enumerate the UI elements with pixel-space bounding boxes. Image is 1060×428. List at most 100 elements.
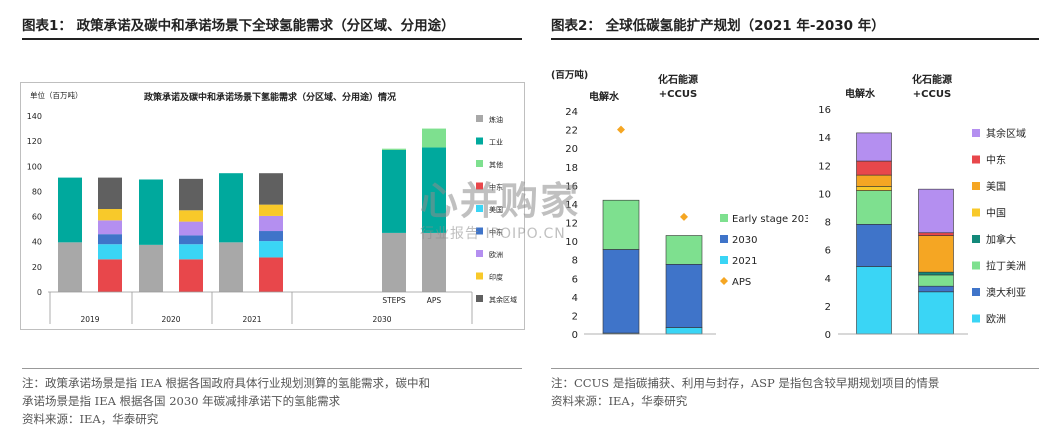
bar-segment	[219, 173, 243, 243]
bar-segment	[918, 232, 954, 236]
y-tick-label: 24	[565, 107, 578, 118]
y-axis-unit: (百万吨)	[551, 69, 588, 81]
bar-segment	[665, 235, 703, 265]
bar-segment	[139, 244, 163, 292]
bar-segment	[918, 291, 954, 335]
legend-swatch	[972, 182, 980, 190]
category-label: +CCUS	[659, 89, 697, 100]
legend-swatch	[720, 214, 728, 222]
legend-label: 工业	[489, 138, 503, 147]
capacity-by-region-chart: 0 2 4 6 8 10 12 14 16 电解水 化石能源 +CCUS 其余区域中东美国中国加拿大拉丁…	[818, 73, 1026, 341]
bar-segment	[665, 264, 703, 328]
legend-swatch	[972, 208, 980, 217]
bar-segment	[422, 232, 446, 292]
bar-segment	[918, 285, 954, 293]
legend-swatch	[476, 227, 483, 235]
y-tick-label: 10	[565, 237, 578, 248]
y-tick-label: 8	[825, 218, 831, 229]
bar-segment	[179, 259, 203, 292]
figure1-notes: 注：政策承诺场景是指 IEA 根据各国政府具体行业规划测算的氢能需求，碳中和 承…	[22, 374, 430, 428]
bar-segment	[259, 231, 283, 242]
y-tick-label: 0	[572, 330, 578, 341]
bar-segment	[918, 271, 954, 276]
bar-segment	[98, 259, 122, 292]
figure2-note-rule	[551, 368, 1039, 369]
bar-segment	[422, 128, 446, 148]
legend-label: APS	[732, 277, 751, 288]
x-group-label: 2030	[372, 315, 391, 324]
legend-swatch	[720, 235, 728, 243]
legend-swatch	[476, 205, 483, 212]
bar-segment	[602, 199, 640, 250]
x-group-label: 2020	[161, 315, 180, 324]
x-sub-label: APS	[427, 296, 442, 305]
y-tick-label: 4	[572, 293, 578, 304]
figure2-header-rule	[551, 38, 1039, 40]
bar-segment	[58, 242, 82, 292]
x-group-label: 2019	[80, 315, 99, 324]
y-tick-label: 14	[818, 133, 831, 144]
figure1-header-rule	[22, 38, 522, 40]
legend-label: 美国	[489, 205, 503, 214]
y-tick-label: 40	[32, 238, 42, 247]
bar-segment	[602, 249, 640, 334]
bar-segment	[918, 274, 954, 287]
bar-segment	[259, 173, 283, 205]
legend-label: 中东	[489, 228, 503, 237]
bar-segment	[98, 209, 122, 221]
legend-swatch	[972, 235, 980, 243]
y-tick-label: 120	[27, 137, 42, 146]
bar-segment	[856, 174, 892, 187]
y-tick-label: 8	[572, 256, 578, 267]
y-tick-label: 80	[32, 187, 42, 196]
figure2-source: 资料来源：IEA，华泰研究	[551, 394, 688, 408]
legend-label: 2030	[732, 235, 757, 246]
legend-label: 美国	[986, 180, 1006, 193]
y-tick-label: 14	[565, 200, 578, 211]
bar-segment	[382, 148, 406, 150]
y-tick-label: 0	[825, 330, 831, 341]
bar-segment	[139, 179, 163, 245]
legend-label: 中东	[986, 154, 1006, 167]
x-group-label: 2021	[242, 315, 261, 324]
legend-swatch	[476, 137, 483, 145]
category-label: 化石能源	[912, 73, 952, 86]
legend-swatch	[720, 277, 728, 285]
legend-label: 印度	[489, 273, 503, 282]
y-tick-label: 140	[27, 112, 42, 121]
bar-segment	[98, 244, 122, 260]
legend-label: 其余区域	[986, 127, 1026, 140]
legend-label: 炼油	[489, 115, 503, 124]
figure2-notes: 注：CCUS 是指碳捕获、利用与封存，ASP 是指包含较早期规划项目的情景 资料…	[551, 374, 939, 410]
legend-swatch	[972, 314, 980, 323]
legend-swatch	[476, 250, 483, 257]
bar-segment	[179, 178, 203, 211]
figure2-note-line-1: 注：CCUS 是指碳捕获、利用与封存，ASP 是指包含较早期规划项目的情景	[551, 376, 940, 390]
figure1-header: 图表1： 政策承诺及碳中和承诺场景下全球氢能需求（分区域、分用途）	[22, 18, 455, 34]
bar-segment	[259, 241, 283, 258]
y-tick-label: 20	[32, 263, 42, 272]
y-tick-label: 0	[37, 288, 42, 297]
category-label: +CCUS	[913, 89, 951, 100]
bar-segment	[259, 215, 283, 232]
x-sub-label: STEPS	[382, 296, 406, 305]
chart-title: 政策承诺及碳中和承诺场景下氢能需求（分区域、分用途）情况	[144, 91, 396, 103]
bar-segment	[856, 186, 892, 191]
figure1-note-line-1: 注：政策承诺场景是指 IEA 根据各国政府具体行业规划测算的氢能需求，碳中和	[22, 376, 431, 390]
y-axis-unit: 单位（百万吨）	[30, 90, 83, 100]
figure1-note-rule	[22, 368, 522, 369]
bar-segment	[259, 257, 283, 292]
bar-segment	[179, 235, 203, 245]
bar-segment	[179, 221, 203, 236]
bar-segment	[665, 327, 703, 335]
chart-frame	[20, 82, 525, 330]
y-tick-label: 16	[818, 105, 831, 116]
legend-label: 中东	[489, 183, 503, 192]
legend-label: 其他	[489, 160, 503, 169]
legend-swatch	[972, 129, 980, 137]
figure2-header: 图表2： 全球低碳氢能扩产规划（2021 年-2030 年）	[551, 18, 885, 34]
y-tick-label: 4	[825, 274, 831, 285]
bar-segment	[918, 235, 954, 273]
bar-segment	[382, 149, 406, 233]
legend-swatch	[720, 256, 728, 264]
